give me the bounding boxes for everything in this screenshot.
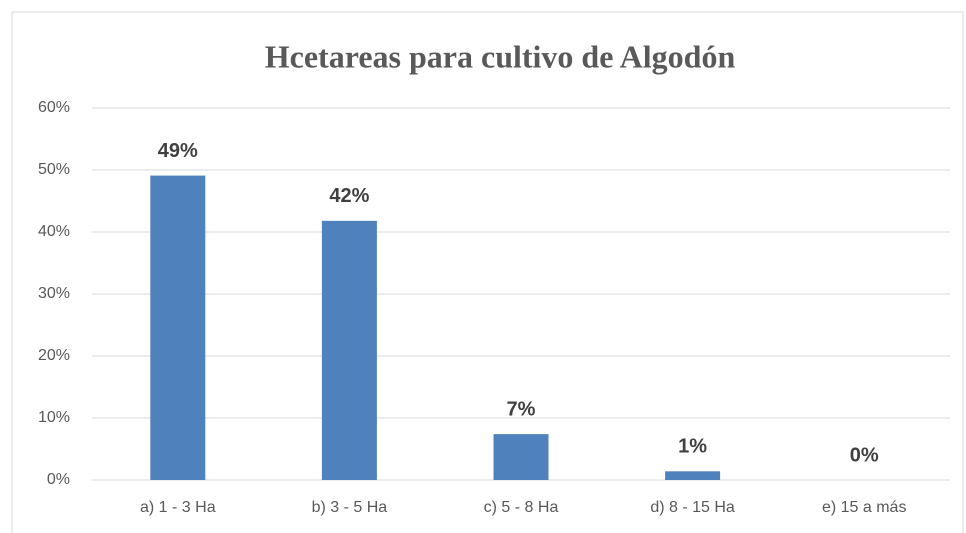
y-tick-label: 20%	[38, 347, 70, 364]
bar	[493, 434, 549, 480]
y-tick-label: 50%	[38, 161, 70, 178]
bar	[665, 471, 721, 480]
y-tick-label: 0%	[47, 471, 70, 488]
bar	[150, 175, 206, 480]
x-tick-label: d) 8 - 15 Ha	[650, 499, 735, 516]
bar	[321, 220, 377, 480]
data-label: 49%	[158, 140, 198, 162]
y-tick-label: 10%	[38, 409, 70, 426]
x-tick-label: a) 1 - 3 Ha	[140, 499, 216, 516]
y-tick-label: 40%	[38, 223, 70, 240]
x-tick-label: b) 3 - 5 Ha	[312, 499, 388, 516]
data-label: 1%	[678, 436, 707, 458]
data-label: 7%	[507, 398, 536, 420]
chart-title: Hcetareas para cultivo de Algodón	[265, 38, 736, 74]
y-tick-label: 30%	[38, 285, 70, 302]
x-tick-label: e) 15 a más	[822, 499, 906, 516]
data-label: 42%	[329, 185, 369, 207]
y-tick-label: 60%	[38, 99, 70, 116]
data-label: 0%	[850, 444, 879, 466]
x-tick-label: c) 5 - 8 Ha	[484, 499, 559, 516]
